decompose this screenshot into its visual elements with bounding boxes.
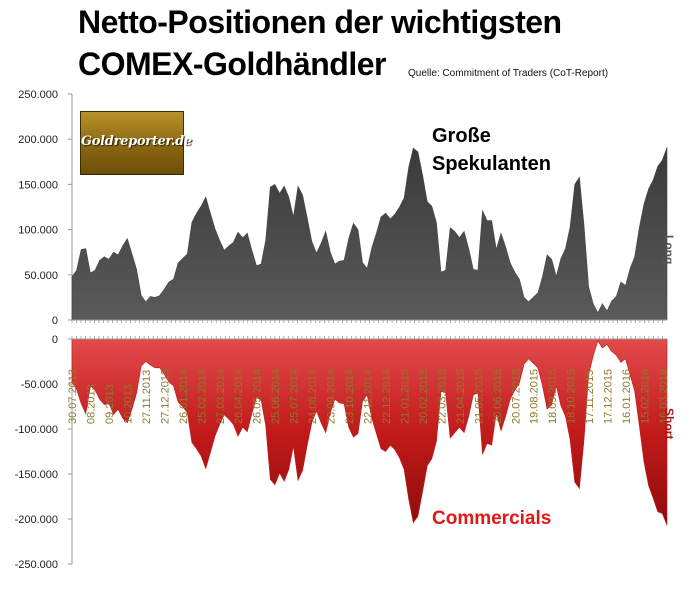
side-label-long: Long	[662, 235, 676, 265]
speculators-y-tick-label: 100.000	[18, 225, 58, 237]
date-label: 18.09.2015	[547, 369, 559, 424]
date-label: 20.02.2015	[418, 369, 430, 424]
date-label: 25.06.2014	[270, 369, 282, 424]
source-note: Quelle: Commitment of Traders (CoT-Repor…	[408, 68, 609, 79]
date-label: 15.02.2016	[640, 369, 652, 424]
date-label: 23.10.2014	[344, 369, 356, 424]
date-label: 09.2013	[104, 384, 116, 424]
speculators-area	[71, 147, 668, 321]
side-label-short: Short	[662, 408, 676, 440]
date-label: 27.12.2013	[159, 369, 171, 424]
speculators-y-tick-label: 250.000	[18, 89, 58, 101]
date-label: 21.01.2015	[399, 369, 411, 424]
date-label: 21.05.2015	[473, 369, 485, 424]
goldreporter-logo: Goldreporter.de	[80, 111, 192, 175]
speculators-y-tick-label: 0	[52, 315, 58, 327]
speculators-y-tick-label: 50.000	[24, 270, 58, 282]
date-label: 27.03.2014	[215, 369, 227, 424]
commercials-y-tick-label: -100.000	[15, 424, 58, 436]
date-label: 25.02.2014	[196, 369, 208, 424]
date-label: 26.05.2014	[252, 369, 264, 424]
title-line-1: Netto-Positionen der wichtigsten	[78, 4, 562, 40]
annotation-speculators-line-1: Große	[432, 125, 491, 147]
date-label: 10.2013	[122, 384, 134, 424]
date-label: 25.07.2014	[289, 369, 301, 424]
date-label: 18.10.2015	[566, 369, 578, 424]
date-label: 26.04.2014	[233, 369, 245, 424]
date-label: 27.11.2013	[141, 370, 153, 424]
date-label: 17.11.2015	[584, 370, 596, 424]
commercials-y-tick-label: -200.000	[15, 514, 58, 526]
commercials-y-tick-label: -50.000	[21, 379, 58, 391]
speculators-y-tick-label: 200.000	[18, 134, 58, 146]
date-label: 16.03.2016	[658, 369, 670, 424]
date-label: 21.04.2015	[455, 369, 467, 424]
date-label: 23.09.2014	[326, 369, 338, 424]
annotation-speculators: Große Spekulanten	[432, 122, 551, 178]
date-label: 20.06.2015	[492, 369, 504, 424]
annotation-speculators-line-2: Spekulanten	[432, 153, 551, 175]
date-label: 20.07.2015	[510, 369, 522, 424]
speculators-y-tick-label: 150.000	[18, 179, 58, 191]
commercials-y-tick-label: -150.000	[15, 469, 58, 481]
date-label: 08.2013	[86, 384, 98, 424]
annotation-commercials: Commercials	[432, 508, 552, 529]
commercials-area	[71, 338, 668, 526]
date-label: 22.11.2014	[363, 370, 375, 424]
date-label: 22.12.2014	[381, 369, 393, 424]
date-label: 17.12.2015	[603, 369, 615, 424]
logo-text: Goldreporter.de	[81, 134, 192, 149]
commercials-y-tick-label: -250.000	[15, 559, 58, 571]
commercials-y-tick-label: 0	[52, 334, 58, 346]
date-label: 26.01.2014	[178, 369, 190, 424]
date-label: 16.01.2016	[621, 369, 633, 424]
date-label: 19.08.2015	[529, 369, 541, 424]
date-label: 30.07.2013	[67, 369, 79, 424]
title-line-2: COMEX-Goldhändler	[78, 46, 386, 82]
date-label: 22.03.2015	[436, 369, 448, 424]
date-label: 24.08.2014	[307, 369, 319, 424]
